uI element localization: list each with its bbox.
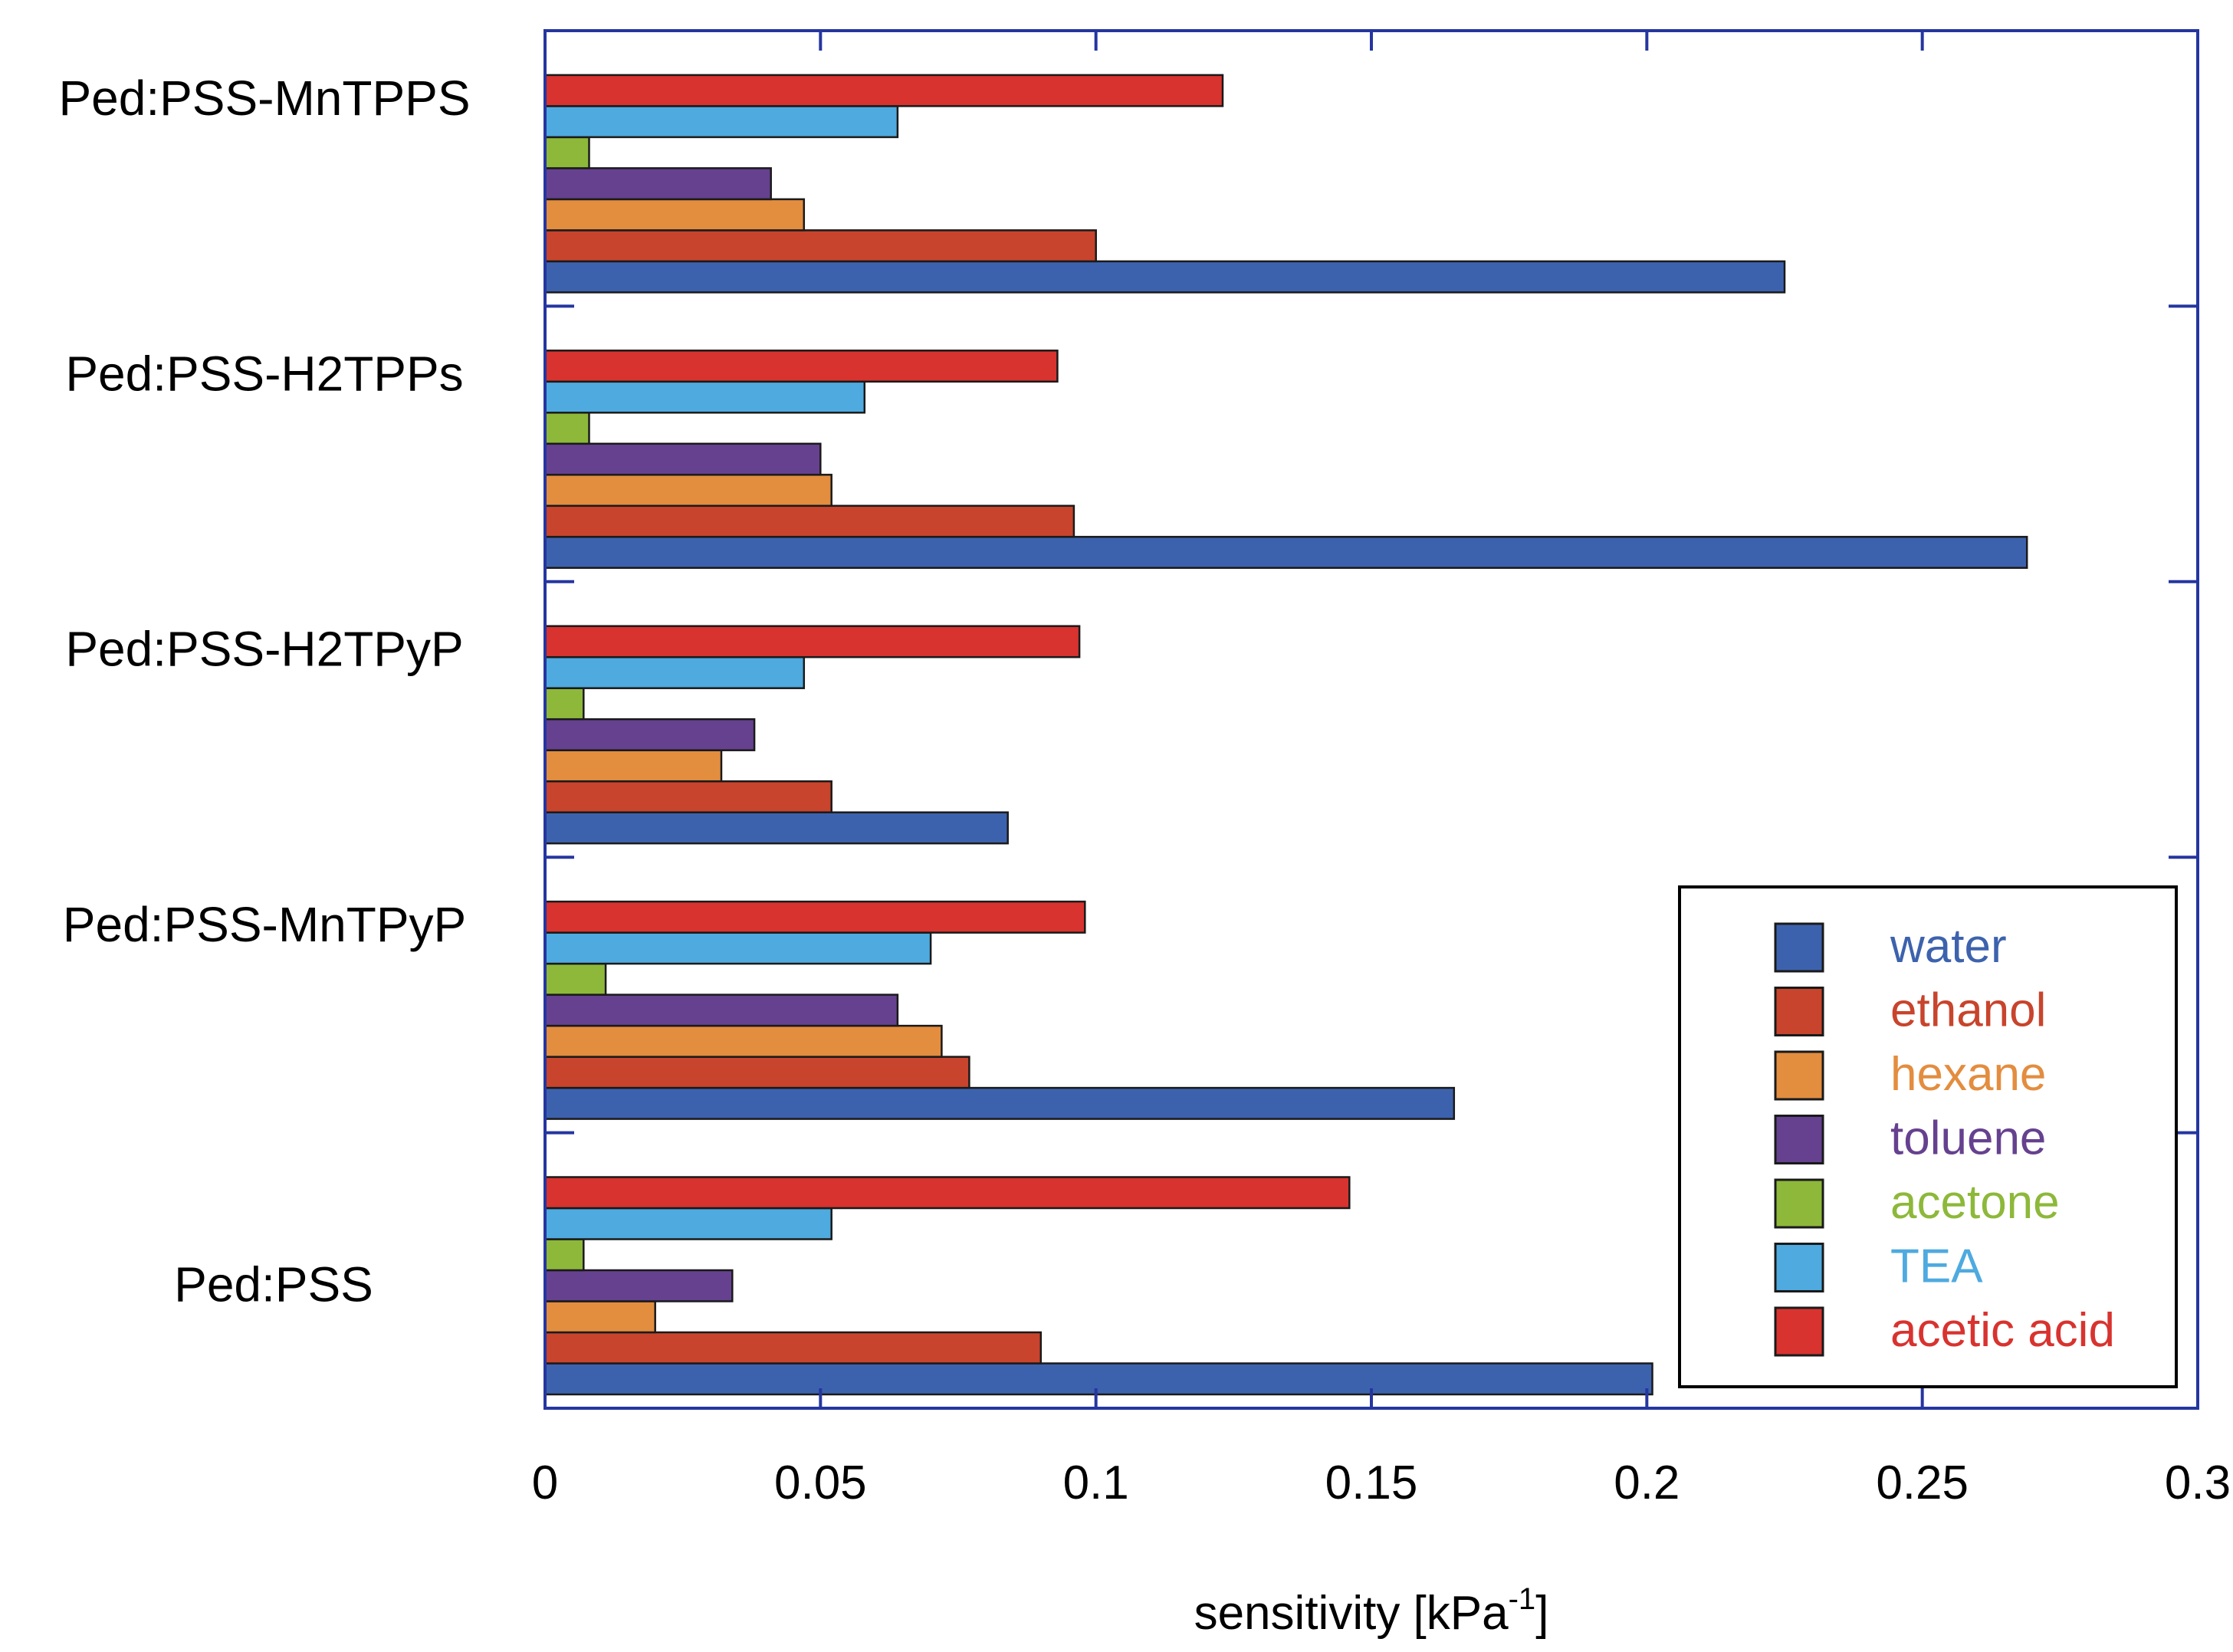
bar-ped-pss-ethanol [543,1331,1043,1365]
bar-ped-pss-mntpyp-hexane [543,1024,943,1058]
bar-ped-pss-mntpyp-ethanol [543,1056,970,1089]
legend-label-acetic-acid: acetic acid [1890,1304,2115,1357]
tick-marks [543,31,2199,1408]
bar-ped-pss-hexane [543,1300,656,1334]
bar-ped-pss-mntpps-hexane [543,198,806,232]
bar-ped-pss-mntpyp-water [543,1086,1456,1120]
legend-swatch-acetone [1774,1178,1824,1229]
y-category-label-ped-pss-h2tpps: Ped:PSS-H2TPPs [65,346,463,401]
bars-layer [543,74,2028,1396]
bar-ped-pss-water [543,1362,1653,1396]
bar-ped-pss-mntpps-acetone [543,136,590,169]
legend-items: water ethanol hexane toluene acetone TEA aceti… [1774,920,2115,1357]
x-tick-label-0: 0 [532,1457,558,1509]
bar-ped-pss-h2tpyp-acetic-acid [543,625,1081,659]
x-tick-label-2: 0.1 [1063,1457,1129,1509]
legend-swatch-acetic-acid [1774,1306,1824,1357]
bar-ped-pss-mntpyp-toluene [543,993,899,1027]
bar-ped-pss-tea [543,1207,832,1240]
x-tick-label-1: 0.05 [774,1457,867,1509]
bar-ped-pss-h2tpps-acetone [543,412,590,445]
legend-swatch-toluene [1774,1115,1824,1164]
bar-ped-pss-h2tpyp-hexane [543,749,723,783]
bar-ped-pss-h2tpyp-water [543,811,1009,845]
x-axis-label-text: sensitivity [kPa [1194,1587,1509,1640]
bar-ped-pss-mntpyp-acetone [543,962,607,996]
bar-ped-pss-acetic-acid [543,1176,1351,1210]
legend: water ethanol hexane toluene acetone TEA aceti… [1678,885,2178,1388]
x-tick-label-4: 0.2 [1614,1457,1680,1509]
legend-swatch-ethanol [1774,987,1824,1036]
bar-ped-pss-mntpps-toluene [543,167,772,201]
legend-label-toluene: toluene [1890,1112,2046,1165]
legend-frame [1678,885,2178,1388]
y-category-label-ped-pss: Ped:PSS [174,1256,373,1312]
bar-ped-pss-h2tpyp-toluene [543,718,756,751]
bar-ped-pss-h2tpps-water [543,536,2028,570]
bar-ped-pss-h2tpyp-acetone [543,687,585,721]
legend-label-ethanol: ethanol [1890,984,2046,1037]
bar-ped-pss-mntpps-ethanol [543,229,1097,263]
bar-ped-pss-mntpps-acetic-acid [543,74,1224,107]
x-axis-label-superscript: -1 [1509,1582,1536,1616]
legend-label-hexane: hexane [1890,1048,2046,1101]
bar-ped-pss-h2tpps-tea [543,380,866,414]
x-tick-label-6: 0.3 [2165,1457,2231,1509]
bar-ped-pss-h2tpps-ethanol [543,504,1075,538]
legend-label-water: water [1890,920,2007,973]
bar-ped-pss-h2tpps-toluene [543,442,822,476]
x-axis-label: sensitivity [kPa-1] [1194,1582,1549,1640]
bar-ped-pss-mntpps-tea [543,105,899,139]
bar-ped-pss-mntpps-water [543,260,1786,294]
legend-label-tea: TEA [1890,1240,1983,1293]
bar-ped-pss-h2tpps-hexane [543,474,832,507]
y-category-labels: Ped:PSS-MnTPPS Ped:PSS-H2TPPs Ped:PSS-H2TP… [58,71,470,1312]
x-axis-label-end: ] [1535,1587,1548,1640]
x-tick-labels: 0 0.05 0.1 0.15 0.2 0.25 0.3 [532,1457,2231,1509]
x-tick-label-5: 0.25 [1876,1457,1969,1509]
bar-ped-pss-h2tpps-acetic-acid [543,350,1059,383]
bar-ped-pss-h2tpyp-tea [543,655,806,689]
x-tick-label-3: 0.15 [1325,1457,1418,1509]
bar-ped-pss-mntpyp-tea [543,931,932,965]
legend-swatch-tea [1774,1243,1824,1292]
legend-swatch-hexane [1774,1050,1824,1101]
bar-ped-pss-toluene [543,1269,734,1302]
legend-swatch-water [1774,922,1824,973]
y-category-label-ped-pss-mntpps: Ped:PSS-MnTPPS [58,71,470,126]
bar-ped-pss-h2tpyp-ethanol [543,780,832,813]
bar-ped-pss-acetone [543,1238,585,1272]
bar-ped-pss-mntpyp-acetic-acid [543,900,1086,934]
legend-label-acetone: acetone [1890,1176,2060,1229]
y-category-label-ped-pss-h2tpyp: Ped:PSS-H2TPyP [65,622,463,677]
y-category-label-ped-pss-mntpyp: Ped:PSS-MnTPyP [63,897,466,952]
